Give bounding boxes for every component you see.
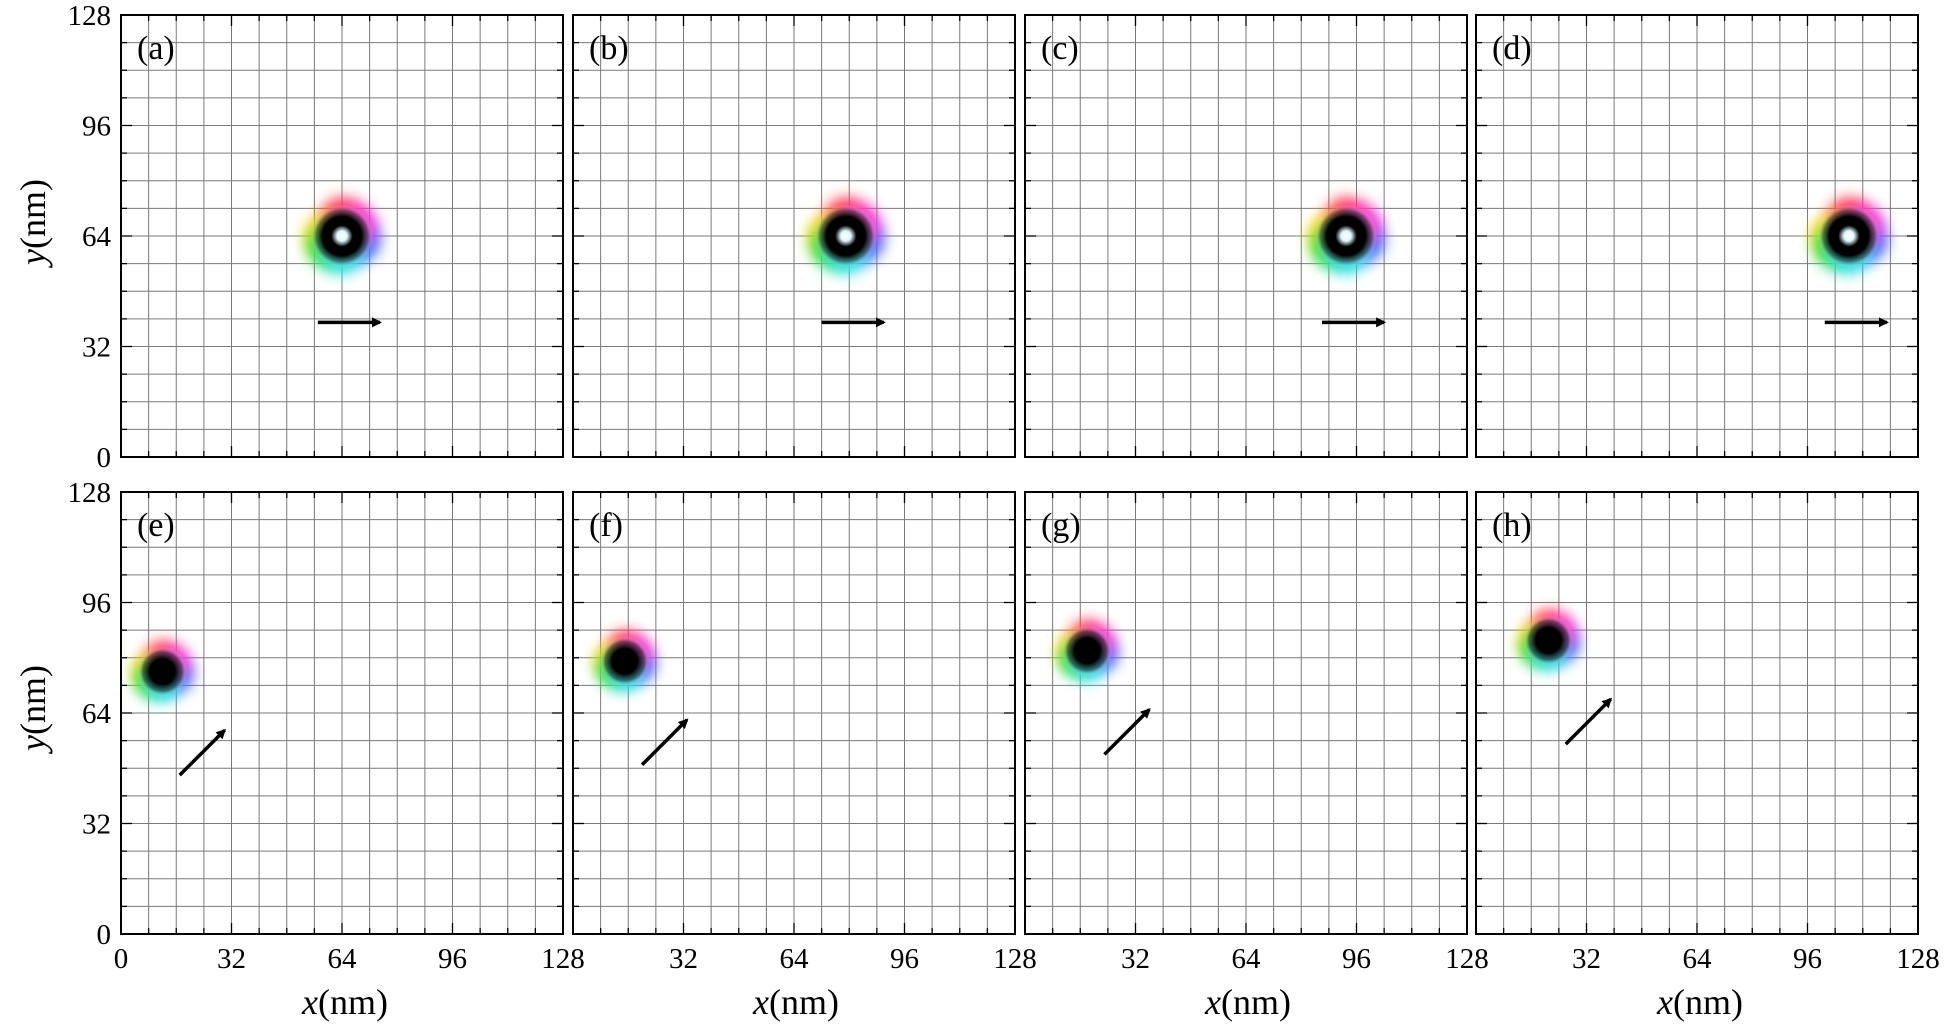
x-axis-label-1: x(nm) — [301, 982, 388, 1022]
grid-h — [1476, 492, 1918, 934]
y-tick-label: 96 — [82, 588, 111, 620]
grid-e — [121, 492, 563, 934]
y-tick-label: 0 — [97, 919, 112, 951]
y-tick-label: 128 — [68, 0, 112, 32]
y-tick-label: 128 — [68, 477, 112, 509]
y-axis-unit-bottom: (nm) — [13, 665, 53, 735]
x-axis-var-3: x — [1204, 982, 1221, 1022]
panel-c: (c) — [1024, 14, 1468, 458]
skyrmion-core-d — [1817, 204, 1881, 268]
panel-e: (e) 0 32 64 96 128 0 32 64 96 128 — [68, 477, 585, 975]
x-tick-label: 32 — [669, 943, 698, 975]
panel-h: (h) 32 64 96 128 — [1475, 491, 1940, 975]
x-axis-unit-1: (nm) — [318, 982, 388, 1022]
skyrmion-b — [807, 197, 884, 275]
grid-b — [573, 15, 1015, 457]
motion-arrow-h — [1564, 697, 1613, 746]
y-axis-label-bottom: y(nm) — [13, 665, 53, 754]
grid-d — [1476, 15, 1918, 457]
x-tick-label: 64 — [1683, 943, 1713, 975]
x-axis-var-1: x — [301, 982, 318, 1022]
x-axis-unit-2: (nm) — [769, 982, 839, 1022]
skyrmion-h — [1518, 610, 1579, 671]
skyrmion-c — [1308, 197, 1385, 275]
y-tick-label: 96 — [82, 111, 111, 143]
panel-frame-f — [572, 491, 1016, 935]
panel-frame-d — [1475, 14, 1919, 458]
panel-label-b: (b) — [589, 30, 629, 67]
panel-label-g: (g) — [1041, 507, 1081, 544]
panel-frame-g — [1024, 491, 1468, 935]
x-axis-label-3: x(nm) — [1204, 982, 1291, 1022]
skyrmion-core-a — [310, 204, 374, 268]
x-tick-label: 64 — [1232, 943, 1262, 975]
panel-f: (f) 32 64 96 128 — [572, 491, 1037, 975]
y-axis-unit-top: (nm) — [13, 179, 53, 249]
x-tick-label: 0 — [114, 943, 129, 975]
x-axis-label-4: x(nm) — [1656, 982, 1743, 1022]
panel-label-e: (e) — [137, 507, 175, 544]
x-axis-label-2: x(nm) — [752, 982, 839, 1022]
x-tick-label: 32 — [1572, 943, 1601, 975]
y-axis-var-bottom: y — [13, 735, 53, 754]
panel-label-h: (h) — [1492, 507, 1532, 544]
x-tick-label: 96 — [1342, 943, 1371, 975]
panel-label-c: (c) — [1041, 30, 1079, 67]
panel-label-f: (f) — [589, 507, 623, 544]
x-axis-unit-3: (nm) — [1221, 982, 1291, 1022]
x-tick-label: 32 — [1121, 943, 1150, 975]
skyrmion-d — [1810, 197, 1888, 275]
x-tick-label: 64 — [328, 943, 358, 975]
skyrmion-e — [131, 641, 193, 703]
panel-b: (b) — [572, 14, 1016, 458]
panel-label-a: (a) — [137, 30, 175, 67]
skyrmion-a — [303, 197, 381, 275]
panel-frame-h — [1475, 491, 1919, 935]
y-axis-label-top: y(nm) — [13, 179, 53, 268]
grid-c — [1025, 15, 1467, 457]
x-axis-var-4: x — [1656, 982, 1673, 1022]
skyrmion-core-h — [1523, 615, 1574, 666]
motion-arrow-e — [178, 728, 227, 777]
x-tick-label: 128 — [541, 943, 585, 975]
panel-frame-e — [120, 491, 564, 935]
x-tick-label: 32 — [217, 943, 246, 975]
skyrmion-core-f — [599, 636, 650, 687]
grid-f — [573, 492, 1015, 934]
panel-frame-c — [1024, 14, 1468, 458]
motion-arrow-f — [640, 718, 689, 767]
x-tick-label: 96 — [1793, 943, 1822, 975]
y-tick-label: 64 — [82, 221, 112, 253]
panel-frame-a — [120, 14, 564, 458]
y-tick-label: 0 — [97, 442, 112, 474]
panel-a: (a) 0 32 64 96 128 — [68, 0, 564, 474]
panel-frame-b — [572, 14, 1016, 458]
y-tick-label: 32 — [82, 809, 111, 841]
y-axis-var-top: y — [13, 249, 53, 268]
skyrmion-core-e — [137, 646, 188, 697]
panel-d: (d) — [1475, 14, 1919, 458]
skyrmion-g — [1056, 620, 1118, 682]
y-tick-label: 64 — [82, 698, 112, 730]
motion-arrow-g — [1103, 708, 1151, 756]
skyrmion-core-g — [1061, 625, 1113, 677]
panel-g: (g) 32 64 96 128 — [1024, 491, 1489, 975]
x-axis-unit-4: (nm) — [1673, 982, 1743, 1022]
x-tick-label: 64 — [780, 943, 810, 975]
skyrmion-f — [594, 630, 656, 692]
x-tick-label: 128 — [1445, 943, 1489, 975]
x-tick-label: 96 — [890, 943, 919, 975]
y-tick-label: 32 — [82, 332, 111, 364]
skyrmion-core-b — [814, 204, 878, 268]
panel-label-d: (d) — [1492, 30, 1532, 67]
x-tick-label: 96 — [438, 943, 467, 975]
skyrmion-core-c — [1314, 204, 1378, 268]
x-tick-label: 128 — [1896, 943, 1940, 975]
x-axis-var-2: x — [752, 982, 769, 1022]
x-tick-label: 128 — [993, 943, 1037, 975]
